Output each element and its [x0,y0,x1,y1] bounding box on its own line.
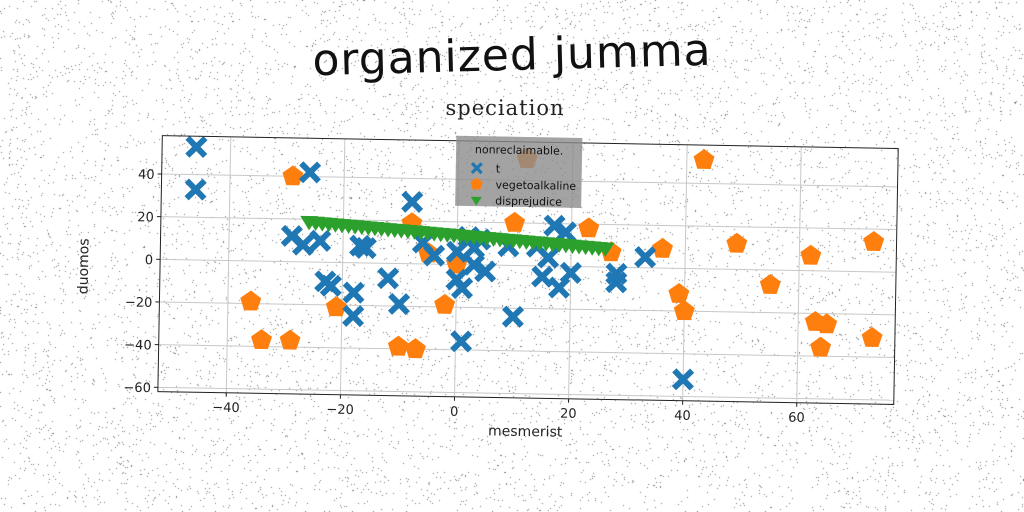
y-tick-label: 0 [145,253,154,268]
vegetoalkaline-point [652,237,673,258]
t-point [354,236,377,260]
chart-subtitle: speciation [445,96,565,120]
legend-box [455,135,583,208]
grid-line-y [159,301,896,316]
grid-line-y [158,344,895,359]
t-point [462,253,486,276]
t-point [537,246,560,269]
grid-line-y [160,258,897,273]
x-tick-label: −20 [326,403,354,418]
vegetoalkaline-point [693,148,715,170]
vegetoalkaline-point [325,296,347,317]
t-point [474,260,497,283]
grid-line-y [160,216,897,231]
t-point [342,304,365,328]
vegetoalkaline-point [251,329,273,350]
x-tick-label: −40 [212,401,240,416]
x-axis-label: mesmerist [488,423,563,440]
legend-marker-disprejudice [470,196,482,206]
t-point [387,292,411,316]
legend-label: t [496,162,501,175]
grid-line-x [225,136,232,393]
vegetoalkaline-point [861,326,883,347]
y-tick-label: −60 [123,381,151,396]
t-point [559,261,582,285]
t-point [605,262,628,285]
vegetoalkaline-point [434,293,456,314]
y-tick-label: −20 [125,295,153,310]
grid-line-x [682,144,688,401]
x-tick-label: 60 [788,411,805,426]
x-tick-label: 20 [560,407,577,422]
t-point [634,246,657,269]
vegetoalkaline-point [816,313,838,334]
vegetoalkaline-point [726,232,748,253]
vegetoalkaline-point [578,217,600,238]
vegetoalkaline-point [673,300,695,321]
t-point [450,276,474,300]
t-point [319,274,343,297]
y-axis-label: duomos [76,238,93,294]
vegetoalkaline-point [404,338,426,359]
t-point [342,281,365,304]
vegetoalkaline-point [387,335,409,356]
t-point [543,214,566,237]
x-tick-label: 0 [450,405,459,420]
legend-marker-t [470,162,483,175]
legend-marker-vegetoalkaline [470,177,483,190]
t-point [298,161,322,184]
vegetoalkaline-point [810,336,832,357]
vegetoalkaline-point [800,244,822,265]
t-point [423,244,446,267]
axis-ticks: −40 −20 0 20 40 60 −60 −40 −20 0 20 40 [123,168,805,426]
t-point [531,265,554,288]
t-point [376,267,400,290]
t-point [184,178,207,201]
t-point [401,190,424,213]
legend: nonreclaimable. t vegetoalkaline disprejud… [455,135,583,209]
vegetoalkaline-point [504,211,526,232]
legend-title: nonreclaimable. [475,143,564,158]
legend-label: vegetoalkaline [495,178,576,192]
vegetoalkaline-point [279,329,301,350]
grid-line-x [796,146,802,403]
vegetoalkaline-point [668,282,690,303]
t-point [671,368,695,391]
vegetoalkaline-point [863,230,885,251]
t-point [185,135,208,159]
vegetoalkaline-point [282,165,304,186]
y-tick-label: −40 [124,338,152,353]
vegetoalkaline-point [240,290,262,311]
legend-label: disprejudice [495,194,562,208]
vegetoalkaline-point [759,273,781,294]
t-point [450,330,473,353]
y-tick-label: 20 [137,210,154,225]
y-tick-label: 40 [138,168,155,183]
x-tick-label: 40 [674,409,691,424]
grid-line-x [339,138,346,395]
t-point [501,305,525,328]
t-point [291,233,315,256]
t-point [309,229,332,252]
disprejudice-point [596,242,615,257]
t-point [554,221,577,244]
grid-line-y [157,386,894,401]
